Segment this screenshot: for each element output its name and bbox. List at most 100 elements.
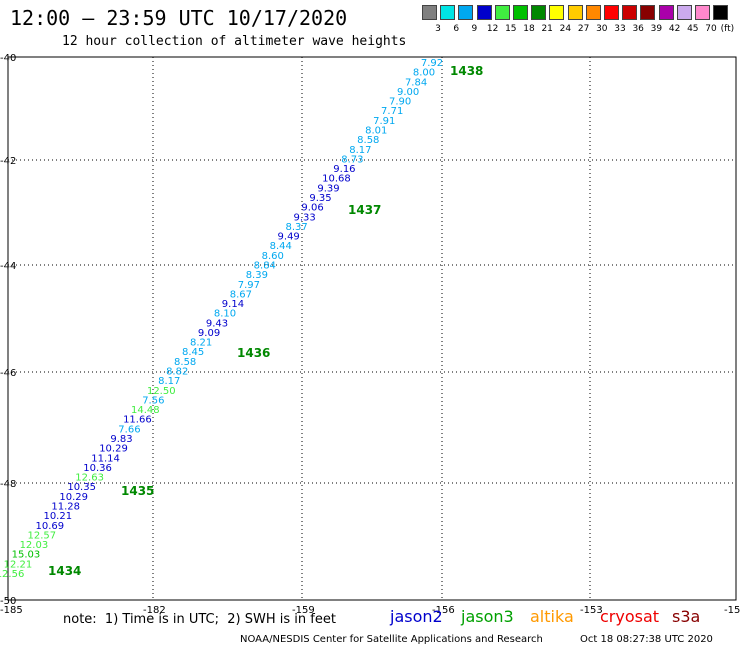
wave-height-value: 8.58 <box>357 135 379 146</box>
colorbar-label: 30 <box>596 24 608 34</box>
wave-height-value: 8.67 <box>230 289 252 300</box>
wave-height-value: 14.48 <box>131 405 160 416</box>
colorbar-swatch <box>440 5 456 20</box>
wave-height-value: 12.56 <box>0 569 24 580</box>
wave-height-value: 8.17 <box>158 376 180 387</box>
colorbar-swatch <box>513 5 528 20</box>
wave-height-value: 10.68 <box>322 174 351 185</box>
wave-height-value: 9.16 <box>333 164 355 175</box>
wave-height-value: 12.21 <box>4 559 33 570</box>
longitude-tick-label: -185 <box>0 605 23 616</box>
colorbar-swatch <box>422 5 437 20</box>
map-subtitle: 12 hour collection of altimeter wave hei… <box>62 34 407 49</box>
wave-height-value: 9.00 <box>397 87 419 98</box>
latitude-tick-label: -46 <box>0 368 16 379</box>
wave-height-value: 12.63 <box>75 473 104 484</box>
wave-height-value: 8.17 <box>349 145 371 156</box>
colorbar-swatch <box>713 5 729 20</box>
generated-timestamp: Oct 18 08:27:38 UTC 2020 <box>580 634 713 645</box>
colorbar-label: 15 <box>505 24 517 34</box>
colorbar-label: 70 <box>705 24 717 34</box>
wave-height-value: 10.36 <box>83 463 112 474</box>
wave-height-value: 9.33 <box>293 212 315 223</box>
units-note: note: 1) Time is in UTC; 2) SWH is in fe… <box>63 612 336 627</box>
colorbar-label: 6 <box>453 24 460 34</box>
latitude-tick-label: -44 <box>0 261 16 272</box>
wave-height-value: 7.90 <box>389 97 411 108</box>
colorbar-label: 21 <box>541 24 553 34</box>
wave-height-value: 10.35 <box>67 482 96 493</box>
colorbar-swatch <box>658 5 674 20</box>
colorbar-swatch <box>494 5 510 20</box>
wave-height-value: 8.00 <box>413 68 435 79</box>
mission-legend-altika: altika <box>530 607 574 626</box>
colorbar-label: 36 <box>632 24 644 34</box>
wave-height-value: 8.73 <box>341 154 363 165</box>
longitude-tick-label: -182 <box>143 605 166 616</box>
wave-height-value: 11.28 <box>51 502 80 513</box>
wave-height-value: 15.03 <box>12 550 41 561</box>
mission-legend-jason3: jason3 <box>461 607 514 626</box>
wave-height-value: 10.69 <box>35 521 64 532</box>
wave-height-value: 12.03 <box>20 540 49 551</box>
pass-number-label: 1434 <box>48 564 81 578</box>
wave-height-value: 10.29 <box>99 444 128 455</box>
map-title: 12:00 – 23:59 UTC 10/17/2020 <box>10 6 348 30</box>
colorbar-swatch <box>676 5 692 20</box>
wave-height-value: 9.49 <box>278 232 300 243</box>
wave-height-value: 12.50 <box>147 386 176 397</box>
colorbar-label: 18 <box>523 24 535 34</box>
colorbar-label: 24 <box>559 24 572 34</box>
longitude-tick-label: -159 <box>292 605 315 616</box>
pass-number-label: 1437 <box>348 203 381 217</box>
wave-height-value: 8.21 <box>190 338 212 349</box>
plot-frame <box>7 56 737 601</box>
colorbar-label: 39 <box>650 24 663 34</box>
mission-legend-cryosat: cryosat <box>600 607 660 626</box>
wave-height-value: 9.06 <box>301 203 323 214</box>
latitude-tick-label: -42 <box>0 156 16 167</box>
credit-text: NOAA/NESDIS Center for Satellite Applica… <box>240 634 543 645</box>
mission-legend-jason2: jason2 <box>390 607 443 626</box>
wave-height-value: 9.35 <box>309 193 331 204</box>
wave-height-value: 7.66 <box>118 424 140 435</box>
wave-height-value: 9.14 <box>222 299 244 310</box>
latitude-tick-label: -40 <box>0 53 16 64</box>
wave-height-value: 8.37 <box>286 222 308 233</box>
wave-height-value: 7.92 <box>421 58 443 69</box>
colorbar-swatch <box>622 5 638 20</box>
colorbar-label: 9 <box>471 24 478 34</box>
colorbar-swatch <box>476 5 492 20</box>
wave-height-value: 11.66 <box>123 415 152 426</box>
colorbar-label: 42 <box>668 24 681 34</box>
wave-height-value: 8.60 <box>262 251 284 262</box>
colorbar-label: 33 <box>614 24 626 34</box>
wave-height-value: 11.14 <box>91 453 120 464</box>
latitude-tick-label: -48 <box>0 479 16 490</box>
wave-height-value: 7.71 <box>381 106 403 117</box>
colorbar-swatch <box>567 5 583 20</box>
mission-legend-s3a: s3a <box>672 607 701 626</box>
wave-height-value: 8.45 <box>182 347 204 358</box>
colorbar-swatch <box>695 5 710 20</box>
latitude-tick-label: -50 <box>0 596 16 607</box>
pass-number-label: 1435 <box>121 484 154 498</box>
wave-height-value: 8.10 <box>214 309 236 320</box>
wave-height-value: 8.84 <box>254 260 276 271</box>
wave-height-value: 9.39 <box>317 183 339 194</box>
longitude-tick-label: -156 <box>432 605 455 616</box>
wave-height-value: 8.58 <box>174 357 196 368</box>
pass-number-label: 1438 <box>450 64 483 78</box>
colorbar-swatch <box>531 5 547 20</box>
wave-height-value: 8.39 <box>246 270 268 281</box>
pass-number-label: 1436 <box>237 346 270 360</box>
wave-height-value: 8.44 <box>270 241 292 252</box>
longitude-tick-label: -150 <box>724 605 740 616</box>
colorbar-label: 45 <box>687 24 699 34</box>
colorbar-swatch <box>549 5 565 20</box>
colorbar-label: 3 <box>435 24 441 34</box>
wave-height-value: 7.84 <box>405 77 427 88</box>
colorbar-swatch <box>640 5 656 20</box>
wave-height-value: 12.57 <box>28 530 57 541</box>
